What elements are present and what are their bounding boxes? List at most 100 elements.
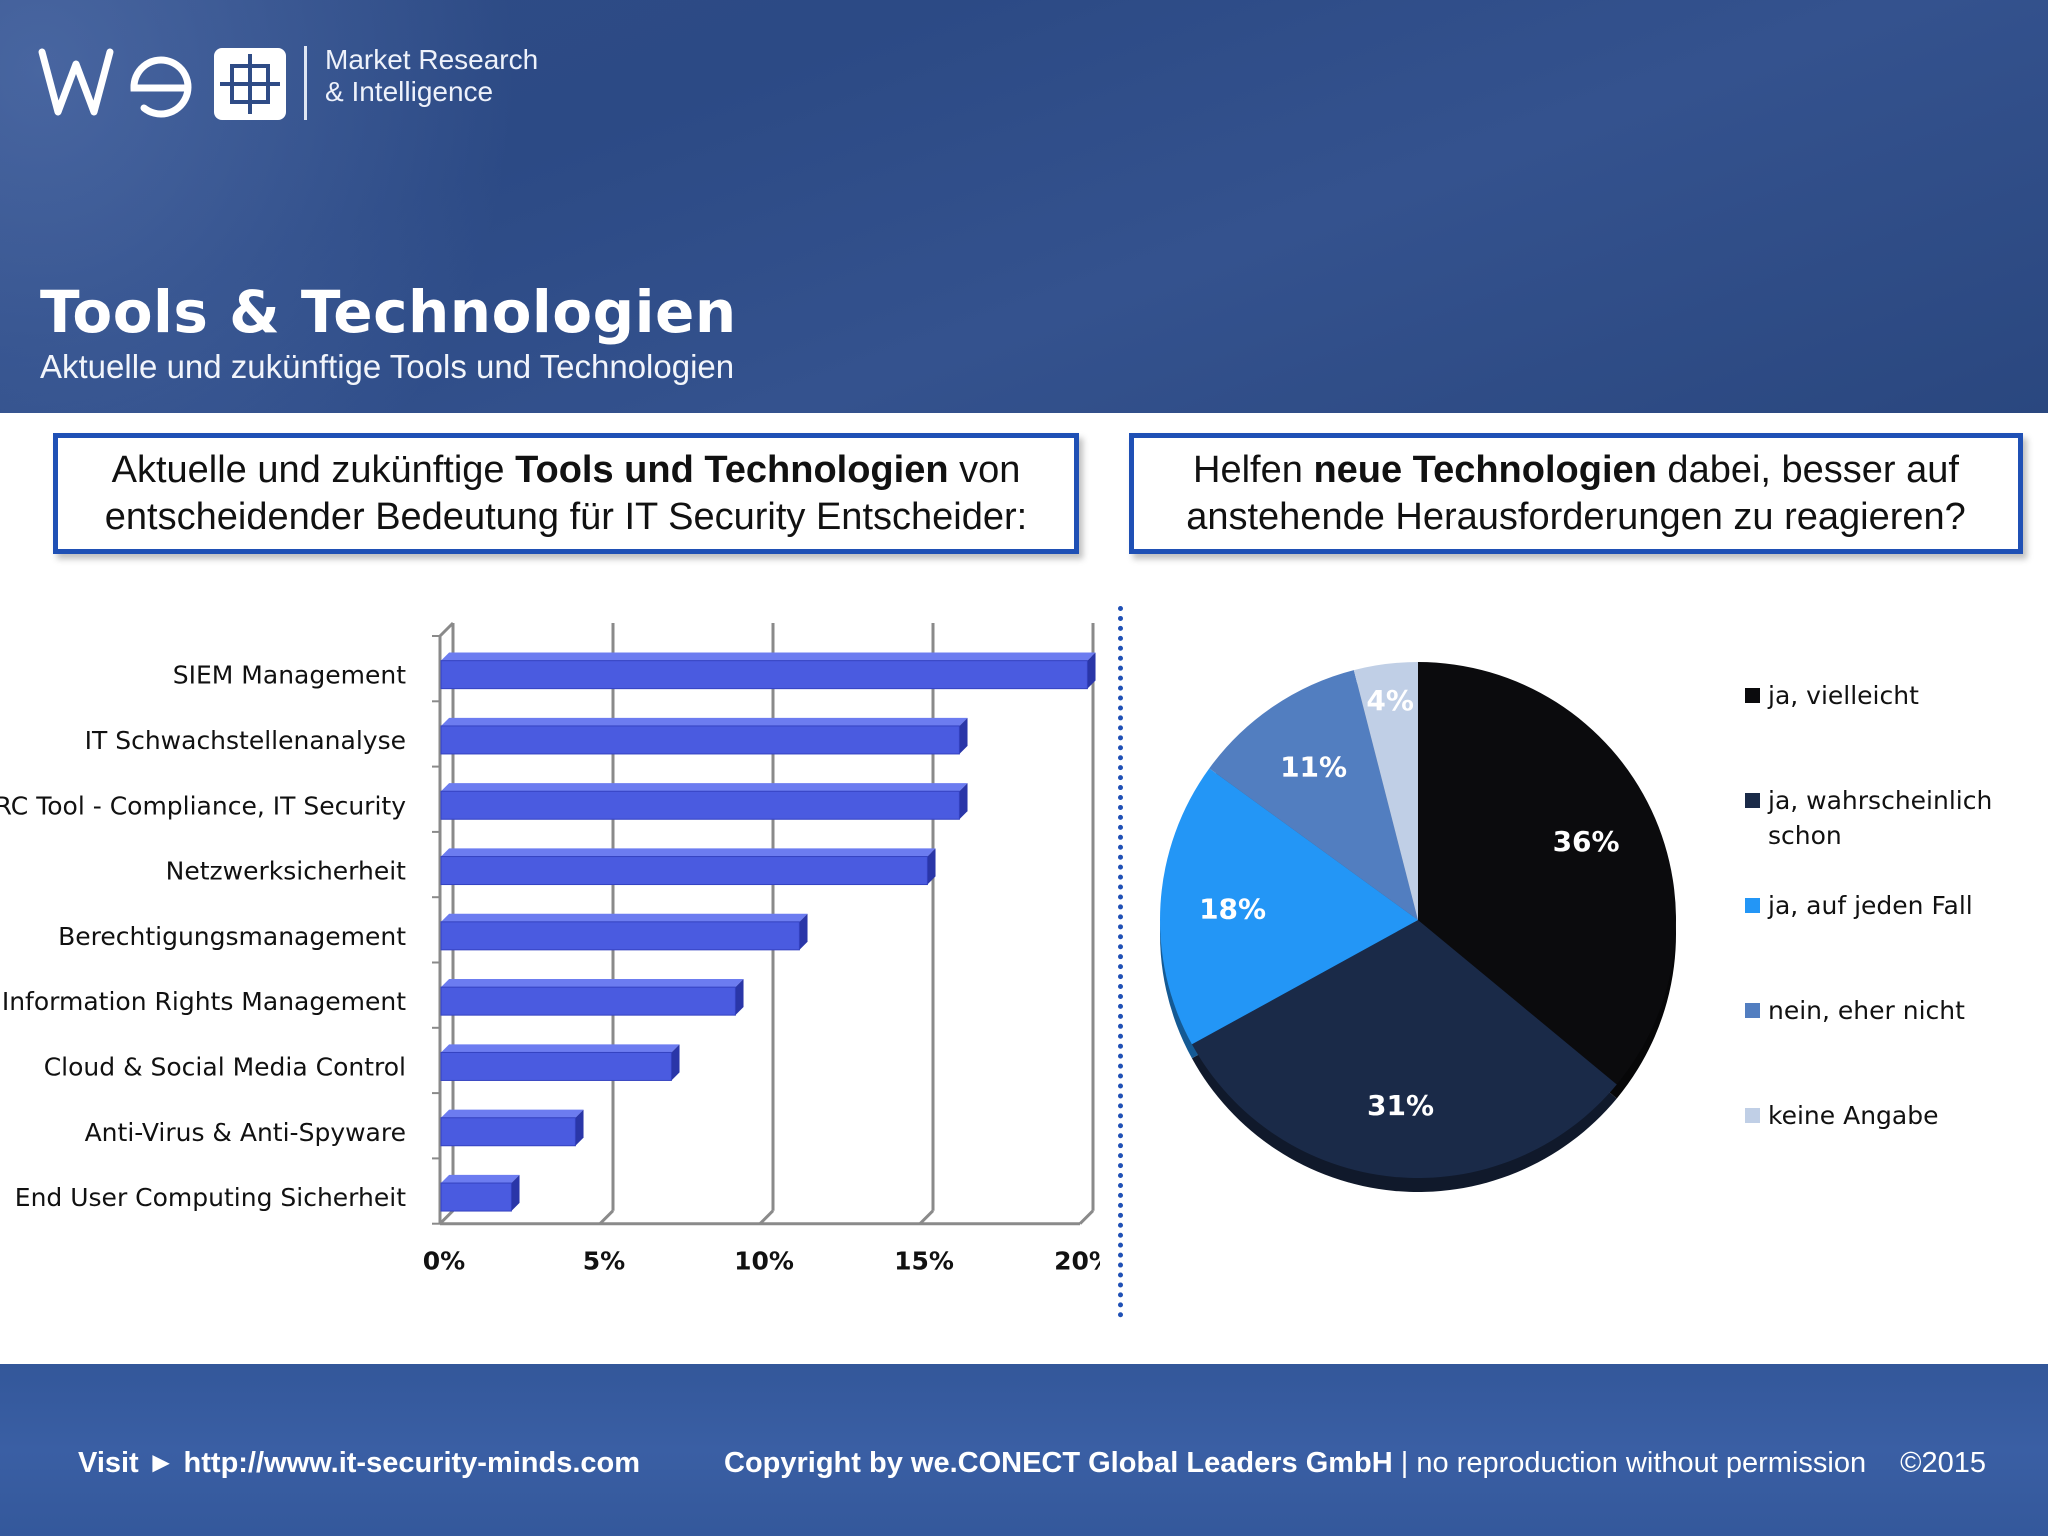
category-label: Netzwerksicherheit <box>166 857 407 886</box>
left-question-emphasis: Tools und Technologien <box>515 448 949 491</box>
floor-line <box>598 1209 615 1225</box>
bar-side-face <box>799 913 808 950</box>
bar-front-face <box>440 856 928 886</box>
logo-separator <box>304 46 307 120</box>
bar-top-face <box>441 652 1096 661</box>
bar-side-face <box>927 848 936 885</box>
bar-top-face <box>441 979 744 988</box>
left-question-box: Aktuelle und zukünftige Tools und Techno… <box>53 433 1079 554</box>
pie-value-label: 4% <box>1366 684 1414 717</box>
right-question-text: dabei, besser auf <box>1656 448 1959 491</box>
pie-chart: 36% 31% 18% 11% 4% ja, vielleicht ja, wahrsche… <box>1160 662 1992 1192</box>
bar-top-face <box>441 783 968 792</box>
legend-label: ja, wahrscheinlich <box>1767 786 1992 815</box>
bar-side-face <box>735 979 744 1016</box>
legend-swatch <box>1745 1003 1760 1018</box>
bar <box>440 979 744 1016</box>
pie-value-label: 36% <box>1553 825 1620 858</box>
left-question-text: von <box>948 448 1021 491</box>
bar-top-face <box>441 1174 520 1184</box>
legend-label: keine Angabe <box>1768 1101 1938 1130</box>
pie-legend: ja, vielleicht ja, wahrscheinlich schon ja,… <box>1745 681 1992 1130</box>
left-question-line2: entscheidender Bedeutung für IT Security… <box>104 495 1028 538</box>
company-logo[interactable]: Market Research & Intelligence <box>36 38 596 128</box>
floor-line <box>1078 1209 1095 1225</box>
bar-front-face <box>440 1117 576 1147</box>
bar-front-face <box>440 1051 672 1081</box>
floor-line <box>758 1209 775 1225</box>
category-label: Cloud & Social Media Control <box>44 1052 406 1081</box>
pie-slice <box>1191 920 1617 1178</box>
footer-band: Visit ► http://www.it-security-minds.com… <box>0 1364 2048 1536</box>
x-tick-label: 0% <box>423 1247 465 1276</box>
page-title: Tools & Technologien <box>40 278 737 346</box>
copyright-year: ©2015 <box>1900 1447 1986 1479</box>
right-question-box: Helfen neue Technologien dabei, besser a… <box>1129 433 2023 554</box>
legend-swatch <box>1745 1108 1760 1123</box>
bar <box>440 848 936 886</box>
category-label: Information Rights Management <box>2 987 406 1016</box>
legend-label: schon <box>1768 821 1842 850</box>
bar-top-face <box>441 717 968 726</box>
header-band: Market Research & Intelligence Tools & T… <box>0 0 2048 413</box>
bar <box>440 717 968 755</box>
right-question-line2: anstehende Herausforderungen zu reagiere… <box>1186 495 1966 538</box>
bar-side-face <box>959 783 968 820</box>
logo-tagline-line2: & Intelligence <box>325 76 494 107</box>
bar-front-face <box>440 1182 512 1212</box>
legend-label: ja, auf jeden Fall <box>1767 891 1973 920</box>
right-question-line1: Helfen neue Technologien dabei, besser a… <box>1186 447 1966 494</box>
category-label: IT Schwachstellenanalyse <box>85 726 406 755</box>
copyright-holder: Copyright by we.CONECT Global Leaders Gm… <box>724 1447 1393 1479</box>
bar-side-face <box>671 1044 680 1081</box>
bar <box>440 1109 584 1147</box>
floor-line <box>918 1209 935 1225</box>
category-label: Anti-Virus & Anti-Spyware <box>85 1118 406 1147</box>
bar <box>440 1044 680 1081</box>
legend-label: nein, eher nicht <box>1768 996 1965 1025</box>
axis-depth-line <box>438 621 455 638</box>
bar <box>440 652 1096 690</box>
bar-front-face <box>440 986 736 1016</box>
left-question-text: Aktuelle und zukünftige <box>111 448 516 491</box>
pie-slice <box>1209 670 1418 920</box>
reproduction-notice: | no reproduction without permission <box>1392 1447 1867 1479</box>
bar-top-face <box>441 913 808 922</box>
pie-value-label: 31% <box>1367 1089 1434 1122</box>
pie-slice <box>1160 768 1418 1045</box>
bar-chart: SIEM Management IT Schwachstellenanalyse G… <box>0 621 1100 1276</box>
floor-line <box>438 1209 455 1225</box>
category-label: GRC Tool - Compliance, IT Security <box>0 791 406 820</box>
bar-side-face <box>575 1109 584 1146</box>
bar-side-face <box>959 717 968 754</box>
bar-top-face <box>441 848 936 857</box>
bar <box>440 783 968 820</box>
legend-swatch <box>1745 898 1760 913</box>
bar-front-face <box>440 660 1088 690</box>
category-label: SIEM Management <box>173 661 406 690</box>
left-question-line1: Aktuelle und zukünftige Tools und Techno… <box>105 447 1027 494</box>
section-divider <box>1118 606 1123 1318</box>
pie-value-label: 11% <box>1280 750 1347 783</box>
logo-tagline: Market Research & Intelligence <box>325 44 538 108</box>
x-tick-label: 20% <box>1054 1247 1100 1276</box>
x-tick-label: 10% <box>734 1247 794 1276</box>
category-label: End User Computing Sicherheit <box>15 1183 406 1212</box>
footer-website-link[interactable]: Visit ► http://www.it-security-minds.com <box>78 1447 641 1479</box>
x-tick-label: 15% <box>894 1247 954 1276</box>
bar-side-face <box>1087 652 1096 689</box>
bar-top-face <box>441 1044 680 1053</box>
pie-slice <box>1353 662 1418 920</box>
we-logo-mark <box>38 48 192 118</box>
bar-front-face <box>440 790 960 820</box>
pie-slice <box>1418 662 1676 1085</box>
pie-value-label: 18% <box>1199 892 1266 925</box>
right-question-text: Helfen <box>1193 448 1314 491</box>
bar <box>440 1174 520 1212</box>
footer-copyright: Copyright by we.CONECT Global Leaders Gm… <box>724 1447 1986 1480</box>
bar <box>440 913 808 951</box>
logo-tagline-line1: Market Research <box>325 44 539 75</box>
x-tick-label: 5% <box>583 1247 625 1276</box>
category-label: Berechtigungsmanagement <box>58 922 406 951</box>
legend-swatch <box>1745 688 1760 703</box>
